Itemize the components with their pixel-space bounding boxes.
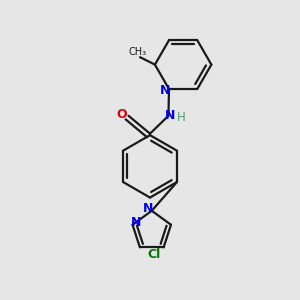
Text: N: N bbox=[164, 109, 175, 122]
Text: H: H bbox=[176, 110, 185, 124]
Text: Cl: Cl bbox=[148, 248, 161, 261]
Text: CH₃: CH₃ bbox=[129, 47, 147, 57]
Text: N: N bbox=[131, 216, 141, 229]
Text: O: O bbox=[117, 108, 128, 121]
Text: N: N bbox=[159, 84, 170, 97]
Text: N: N bbox=[143, 202, 153, 215]
